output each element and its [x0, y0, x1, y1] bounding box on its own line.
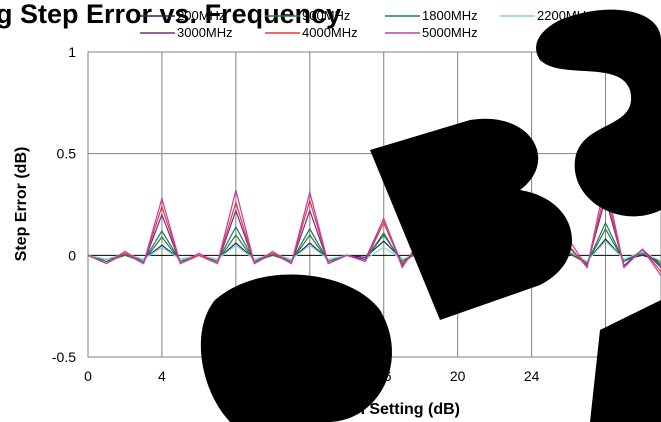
legend-label: 4000MHz — [302, 25, 358, 40]
legend-label: 200MHz — [177, 8, 225, 23]
x-tick-label: 4 — [158, 368, 166, 384]
x-tick-label: 0 — [84, 368, 92, 384]
series-line-4000mhz — [87, 190, 661, 272]
x-tick-label: 24 — [524, 368, 540, 384]
y-tick-label: 0.5 — [57, 146, 77, 162]
legend-label: 3000MHz — [177, 25, 233, 40]
series-line-5000mhz — [87, 179, 661, 277]
y-tick-label: 0 — [68, 247, 76, 263]
y-tick-label: 1 — [68, 44, 76, 60]
obsolete-watermark — [200, 9, 661, 422]
y-axis-title: Step Error (dB) — [13, 147, 30, 262]
x-tick-label: 20 — [450, 368, 466, 384]
series-lines — [87, 179, 661, 277]
chart-title: g Step Error vs. Frequency — [0, 0, 341, 29]
legend-label: 5000MHz — [422, 25, 478, 40]
legend-label: 1800MHz — [422, 8, 478, 23]
legend-label: 900MHz — [302, 8, 350, 23]
y-tick-label: -0.5 — [52, 349, 76, 365]
